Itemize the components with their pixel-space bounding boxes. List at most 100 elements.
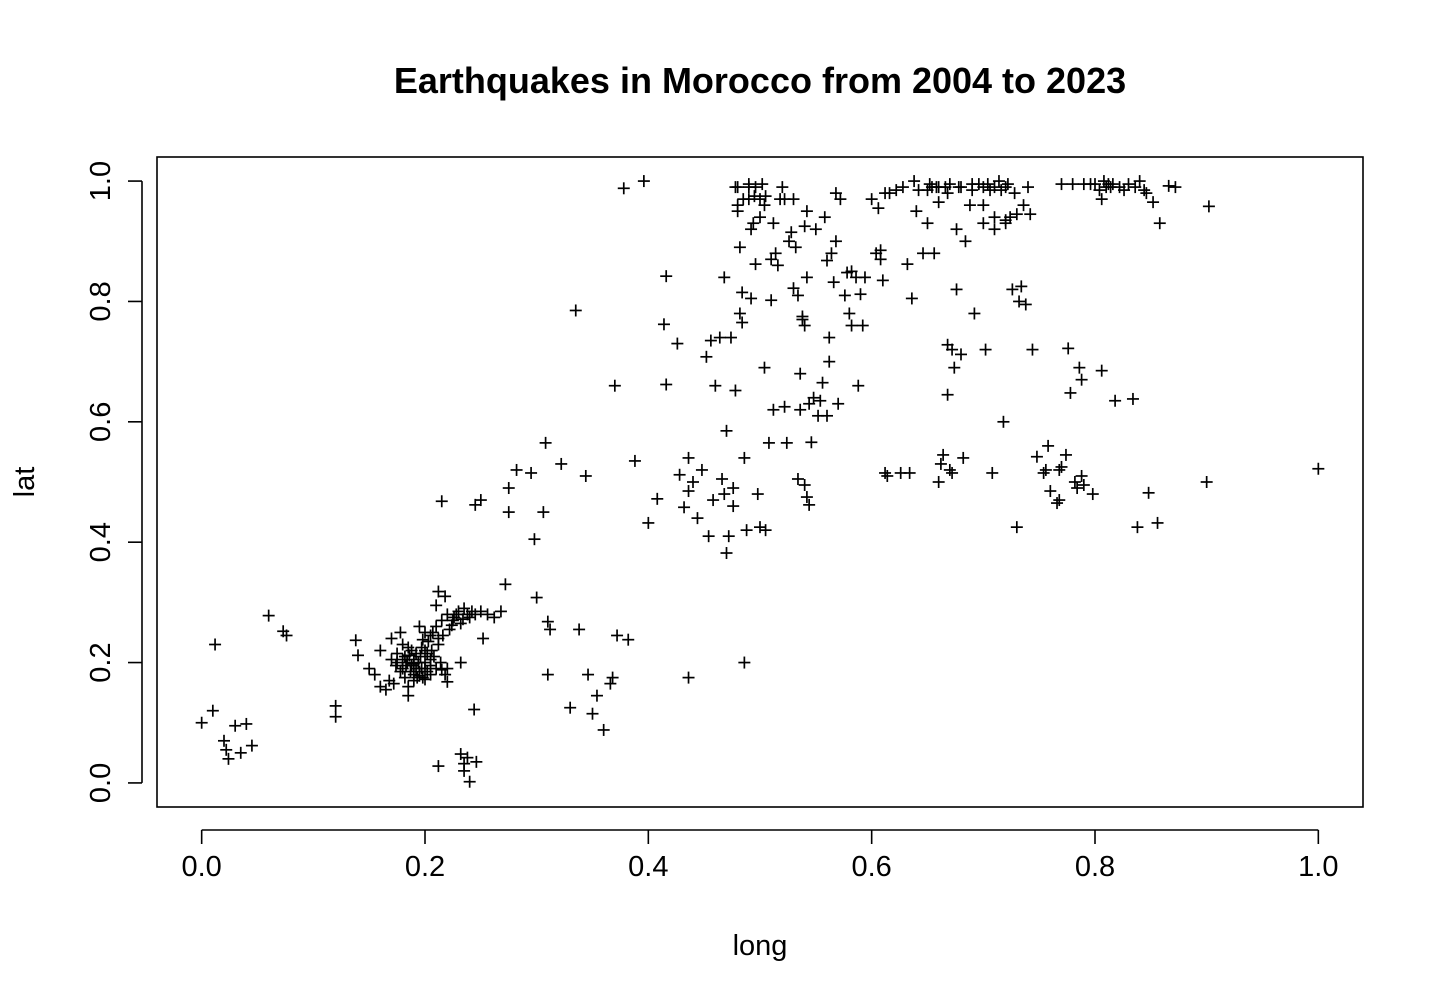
- data-point: [419, 626, 431, 639]
- plot-frame: [156, 156, 1364, 808]
- data-point: [1044, 485, 1057, 498]
- data-point: [876, 274, 889, 287]
- data-point: [435, 495, 448, 508]
- data-point: [1202, 200, 1215, 213]
- data-point: [1026, 343, 1039, 356]
- data-point: [430, 662, 443, 675]
- data-point: [829, 235, 842, 248]
- data-point: [747, 217, 760, 230]
- data-point: [657, 318, 670, 331]
- data-point: [825, 247, 838, 260]
- data-point: [608, 379, 621, 392]
- data-point: [736, 316, 749, 329]
- data-point: [424, 653, 437, 666]
- data-point: [1095, 364, 1108, 377]
- data-point: [469, 608, 482, 621]
- data-point: [494, 605, 507, 618]
- data-point: [682, 485, 695, 498]
- data-point: [597, 723, 610, 736]
- data-point: [1055, 460, 1068, 473]
- data-point: [415, 641, 428, 654]
- data-point: [758, 361, 771, 374]
- data-point: [758, 199, 771, 212]
- x-tick-label: 0.4: [628, 851, 668, 883]
- data-point: [1169, 181, 1182, 194]
- data-point: [791, 472, 804, 485]
- data-point: [1066, 178, 1079, 191]
- data-point: [754, 521, 766, 534]
- data-point: [767, 217, 780, 230]
- data-point: [751, 488, 764, 501]
- data-point: [419, 673, 431, 686]
- data-point: [932, 476, 945, 488]
- data-point: [999, 181, 1012, 194]
- data-point: [441, 662, 454, 675]
- data-point: [1312, 462, 1325, 475]
- data-point: [463, 611, 476, 624]
- data-point: [955, 348, 967, 361]
- data-point: [948, 361, 961, 374]
- data-point: [785, 226, 798, 239]
- data-point: [481, 608, 494, 621]
- data-point: [1022, 181, 1034, 194]
- data-point: [874, 244, 887, 257]
- data-point: [435, 663, 448, 676]
- data-point: [890, 184, 903, 197]
- data-point: [695, 463, 708, 476]
- data-point: [424, 629, 437, 642]
- x-tick-label: 0.8: [1075, 851, 1115, 883]
- y-axis: 0.0 0.2 0.4 0.6 0.8 1.0: [85, 161, 143, 803]
- data-point: [943, 178, 956, 191]
- data-point: [950, 283, 963, 296]
- x-tick-label: 0.0: [182, 851, 222, 883]
- data-point: [988, 211, 1001, 224]
- data-point: [218, 734, 230, 747]
- data-point: [722, 530, 735, 543]
- data-point: [821, 409, 833, 422]
- x-tick-label: 1.0: [1298, 851, 1338, 883]
- data-points: [195, 175, 1325, 788]
- data-point: [957, 451, 970, 464]
- data-point: [955, 181, 967, 194]
- data-point: [349, 634, 362, 647]
- data-point: [280, 629, 293, 642]
- data-point: [946, 466, 959, 479]
- data-point: [530, 591, 543, 604]
- data-point: [997, 415, 1010, 428]
- data-point: [262, 609, 275, 622]
- data-point: [673, 468, 686, 481]
- data-point: [385, 632, 398, 645]
- data-point: [832, 397, 845, 410]
- data-point: [823, 355, 836, 368]
- data-point: [416, 633, 429, 646]
- data-point: [834, 193, 847, 206]
- data-point: [1133, 175, 1146, 188]
- y-tick-label: 0.4: [85, 522, 117, 562]
- data-point: [1030, 450, 1043, 463]
- data-point: [992, 175, 1005, 188]
- data-point: [903, 466, 916, 479]
- data-point: [968, 307, 981, 320]
- data-point: [988, 223, 1001, 236]
- data-point: [1151, 516, 1164, 529]
- data-point: [854, 288, 867, 301]
- data-point: [1059, 448, 1072, 461]
- data-point: [1089, 178, 1101, 191]
- data-point: [754, 211, 766, 224]
- data-point: [733, 241, 746, 254]
- data-point: [1075, 373, 1088, 386]
- data-point: [671, 337, 684, 350]
- data-point: [422, 635, 435, 648]
- data-point: [374, 644, 387, 657]
- data-point: [1147, 196, 1160, 209]
- data-point: [470, 755, 483, 768]
- data-point: [419, 656, 431, 669]
- data-point: [783, 235, 796, 248]
- data-point: [394, 665, 407, 678]
- data-point: [564, 701, 577, 714]
- data-point: [425, 644, 438, 657]
- data-point: [749, 258, 762, 271]
- data-point: [510, 463, 523, 476]
- data-point: [445, 619, 458, 632]
